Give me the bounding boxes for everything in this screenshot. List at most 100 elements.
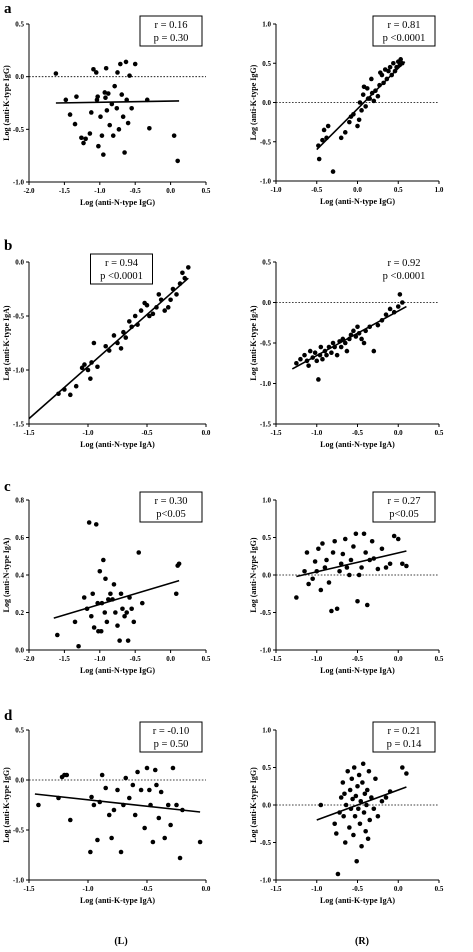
x-axis-label: Log (anti-N-type IgG) (320, 197, 395, 206)
x-tick-label: 0.5 (394, 186, 403, 194)
data-point (373, 88, 378, 94)
data-point (118, 346, 124, 351)
data-point (341, 813, 346, 819)
data-point (360, 780, 365, 785)
data-point (348, 806, 354, 812)
data-point (91, 340, 97, 346)
data-point (379, 798, 385, 804)
y-tick-label: 0.5 (262, 60, 271, 68)
stat-r: r = 0.94 (105, 258, 139, 269)
data-point (91, 625, 97, 630)
data-point (355, 324, 360, 330)
data-point (294, 360, 299, 366)
y-tick-label: 0.0 (15, 647, 24, 655)
data-point (180, 807, 185, 813)
data-point (389, 72, 395, 78)
stats-annotation: r = 0.92 p <0.0001 (383, 258, 426, 282)
data-point (332, 821, 337, 827)
data-point (168, 297, 173, 303)
y-tick-label: -1.0 (260, 178, 272, 186)
data-point (316, 156, 322, 162)
data-point (350, 796, 355, 802)
data-point (364, 802, 369, 808)
data-point (359, 843, 364, 849)
data-point (93, 522, 99, 527)
data-point (96, 143, 101, 149)
data-point (383, 565, 389, 570)
data-point (116, 127, 122, 132)
data-point (362, 791, 368, 797)
data-point (129, 105, 134, 111)
data-point (398, 57, 403, 62)
column-label-left: (L) (114, 936, 127, 947)
data-point (110, 597, 115, 602)
data-point (88, 376, 93, 381)
data-point (162, 835, 167, 841)
data-point (122, 613, 127, 619)
data-point (324, 352, 329, 358)
data-point (364, 602, 370, 608)
data-point (154, 782, 159, 788)
data-point (101, 152, 106, 157)
x-tick-label: -1.0 (270, 186, 282, 194)
y-tick-label: 0.0 (262, 572, 271, 580)
data-point (320, 541, 325, 546)
data-point (359, 108, 364, 113)
stat-p: p <0.0001 (383, 271, 426, 282)
x-tick-label: -0.5 (141, 885, 153, 893)
data-point (387, 306, 393, 312)
data-point (135, 322, 140, 327)
regression-line (55, 100, 180, 104)
data-point (114, 105, 120, 111)
stats-box (372, 491, 436, 523)
data-point (348, 557, 354, 563)
data-point (356, 330, 362, 336)
data-point (112, 83, 117, 89)
data-point (56, 795, 61, 801)
x-tick-label: 0.0 (394, 885, 403, 893)
x-tick-label: 0.0 (202, 429, 211, 437)
data-point (359, 565, 364, 570)
x-axis-label: Log (anti-N-type IgA) (80, 440, 155, 449)
data-point (360, 761, 366, 767)
data-point (379, 318, 385, 323)
data-point (334, 606, 340, 612)
x-axis-label: Log (anti-N-type IgA) (320, 440, 395, 449)
regression-line (34, 793, 201, 813)
data-point (322, 348, 328, 354)
data-point (363, 328, 368, 334)
data-point (158, 297, 164, 303)
data-point (312, 350, 318, 356)
stats-box (139, 15, 203, 47)
data-point (304, 358, 310, 364)
x-tick-label: -0.5 (352, 885, 364, 893)
stats-annotation: r = 0.81 p <0.0001 (372, 15, 436, 47)
data-point (347, 119, 352, 125)
data-point (400, 561, 405, 567)
data-point (165, 802, 171, 808)
data-point (88, 849, 93, 855)
stat-p: p = 0.50 (154, 739, 189, 750)
data-point (180, 270, 185, 276)
y-tick-label: 0.0 (15, 73, 24, 81)
x-tick-label: -1.5 (270, 655, 282, 663)
data-point (377, 82, 382, 88)
data-point (366, 768, 372, 774)
x-tick-label: -0.5 (141, 429, 153, 437)
data-point (337, 339, 342, 344)
x-tick-label: -2.0 (23, 655, 35, 663)
data-point (318, 587, 324, 593)
panel-c-l: -2.0 -1.5 -1.0 -0.5 0.0 0.5 0.0 0.2 0.4 0.6 0.8 Log… (2, 491, 211, 675)
data-point (127, 595, 132, 600)
data-point (99, 772, 105, 778)
data-point (104, 108, 110, 113)
data-point (120, 114, 126, 119)
data-point (106, 812, 112, 818)
data-point (334, 352, 340, 358)
data-point (329, 608, 334, 614)
data-point (95, 837, 100, 843)
data-point (369, 538, 375, 544)
y-tick-label: -0.5 (13, 126, 25, 134)
data-point (340, 336, 346, 342)
